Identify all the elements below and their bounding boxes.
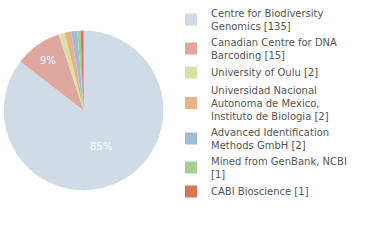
svg-text:Centre for BiodiversityGenomic: Centre for BiodiversityGenomics [135] [211,8,324,32]
svg-text:Universidad NacionalAutonoma d: Universidad NacionalAutonoma de Mexico,I… [211,85,329,122]
svg-text:85%: 85% [90,141,112,152]
svg-text:Canadian Centre for DNABarcodi: Canadian Centre for DNABarcoding [15] [211,37,337,61]
svg-text:Mined from GenBank, NCBI[1]: Mined from GenBank, NCBI[1] [211,156,347,180]
svg-text:Advanced IdentificationMethods: Advanced IdentificationMethods GmbH [2] [211,127,329,151]
svg-text:9%: 9% [40,55,56,66]
svg-text:University of Oulu [2]: University of Oulu [2] [211,67,318,78]
svg-text:CABI Bioscience [1]: CABI Bioscience [1] [211,186,309,197]
